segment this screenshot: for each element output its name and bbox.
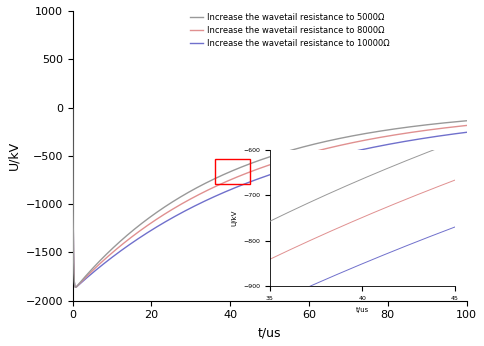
Increase the wavetail resistance to 5000Ω [70, 107, 76, 111]
Increase the wavetail resistance to 10000Ω [326, 155, 332, 160]
X-axis label: t/us: t/us [258, 326, 281, 339]
Increase the wavetail resistance to 5000Ω [306, 143, 312, 147]
Increase the wavetail resistance to 5000Ω [141, 219, 147, 224]
Increase the wavetail resistance to 10000Ω [306, 161, 312, 165]
Increase the wavetail resistance to 8000Ω [220, 181, 226, 185]
Line: Increase the wavetail resistance to 10000Ω: Increase the wavetail resistance to 1000… [73, 109, 467, 287]
Increase the wavetail resistance to 10000Ω [141, 233, 147, 237]
Increase the wavetail resistance to 5000Ω [364, 131, 370, 135]
Increase the wavetail resistance to 10000Ω [393, 141, 399, 145]
Increase the wavetail resistance to 8000Ω [73, 285, 78, 289]
Increase the wavetail resistance to 10000Ω [464, 130, 469, 134]
Increase the wavetail resistance to 10000Ω [73, 285, 78, 289]
Increase the wavetail resistance to 8000Ω [464, 124, 469, 128]
Increase the wavetail resistance to 8000Ω [364, 138, 370, 142]
Legend: Increase the wavetail resistance to 5000Ω, Increase the wavetail resistance to 8: Increase the wavetail resistance to 5000… [187, 9, 393, 51]
Increase the wavetail resistance to 5000Ω [464, 119, 469, 123]
Line: Increase the wavetail resistance to 8000Ω: Increase the wavetail resistance to 8000… [73, 109, 467, 287]
Line: Increase the wavetail resistance to 5000Ω: Increase the wavetail resistance to 5000… [73, 109, 467, 287]
Increase the wavetail resistance to 5000Ω [326, 139, 332, 143]
Increase the wavetail resistance to 10000Ω [220, 191, 226, 195]
Increase the wavetail resistance to 5000Ω [393, 127, 399, 131]
Bar [214, 159, 250, 184]
Increase the wavetail resistance to 8000Ω [141, 226, 147, 230]
Increase the wavetail resistance to 8000Ω [393, 133, 399, 137]
Increase the wavetail resistance to 5000Ω [73, 285, 78, 289]
Y-axis label: U/kV: U/kV [7, 141, 20, 171]
Increase the wavetail resistance to 8000Ω [70, 107, 76, 111]
Increase the wavetail resistance to 10000Ω [70, 107, 76, 111]
Increase the wavetail resistance to 10000Ω [364, 147, 370, 151]
Increase the wavetail resistance to 8000Ω [326, 146, 332, 150]
Increase the wavetail resistance to 5000Ω [220, 173, 226, 177]
Increase the wavetail resistance to 8000Ω [306, 151, 312, 155]
